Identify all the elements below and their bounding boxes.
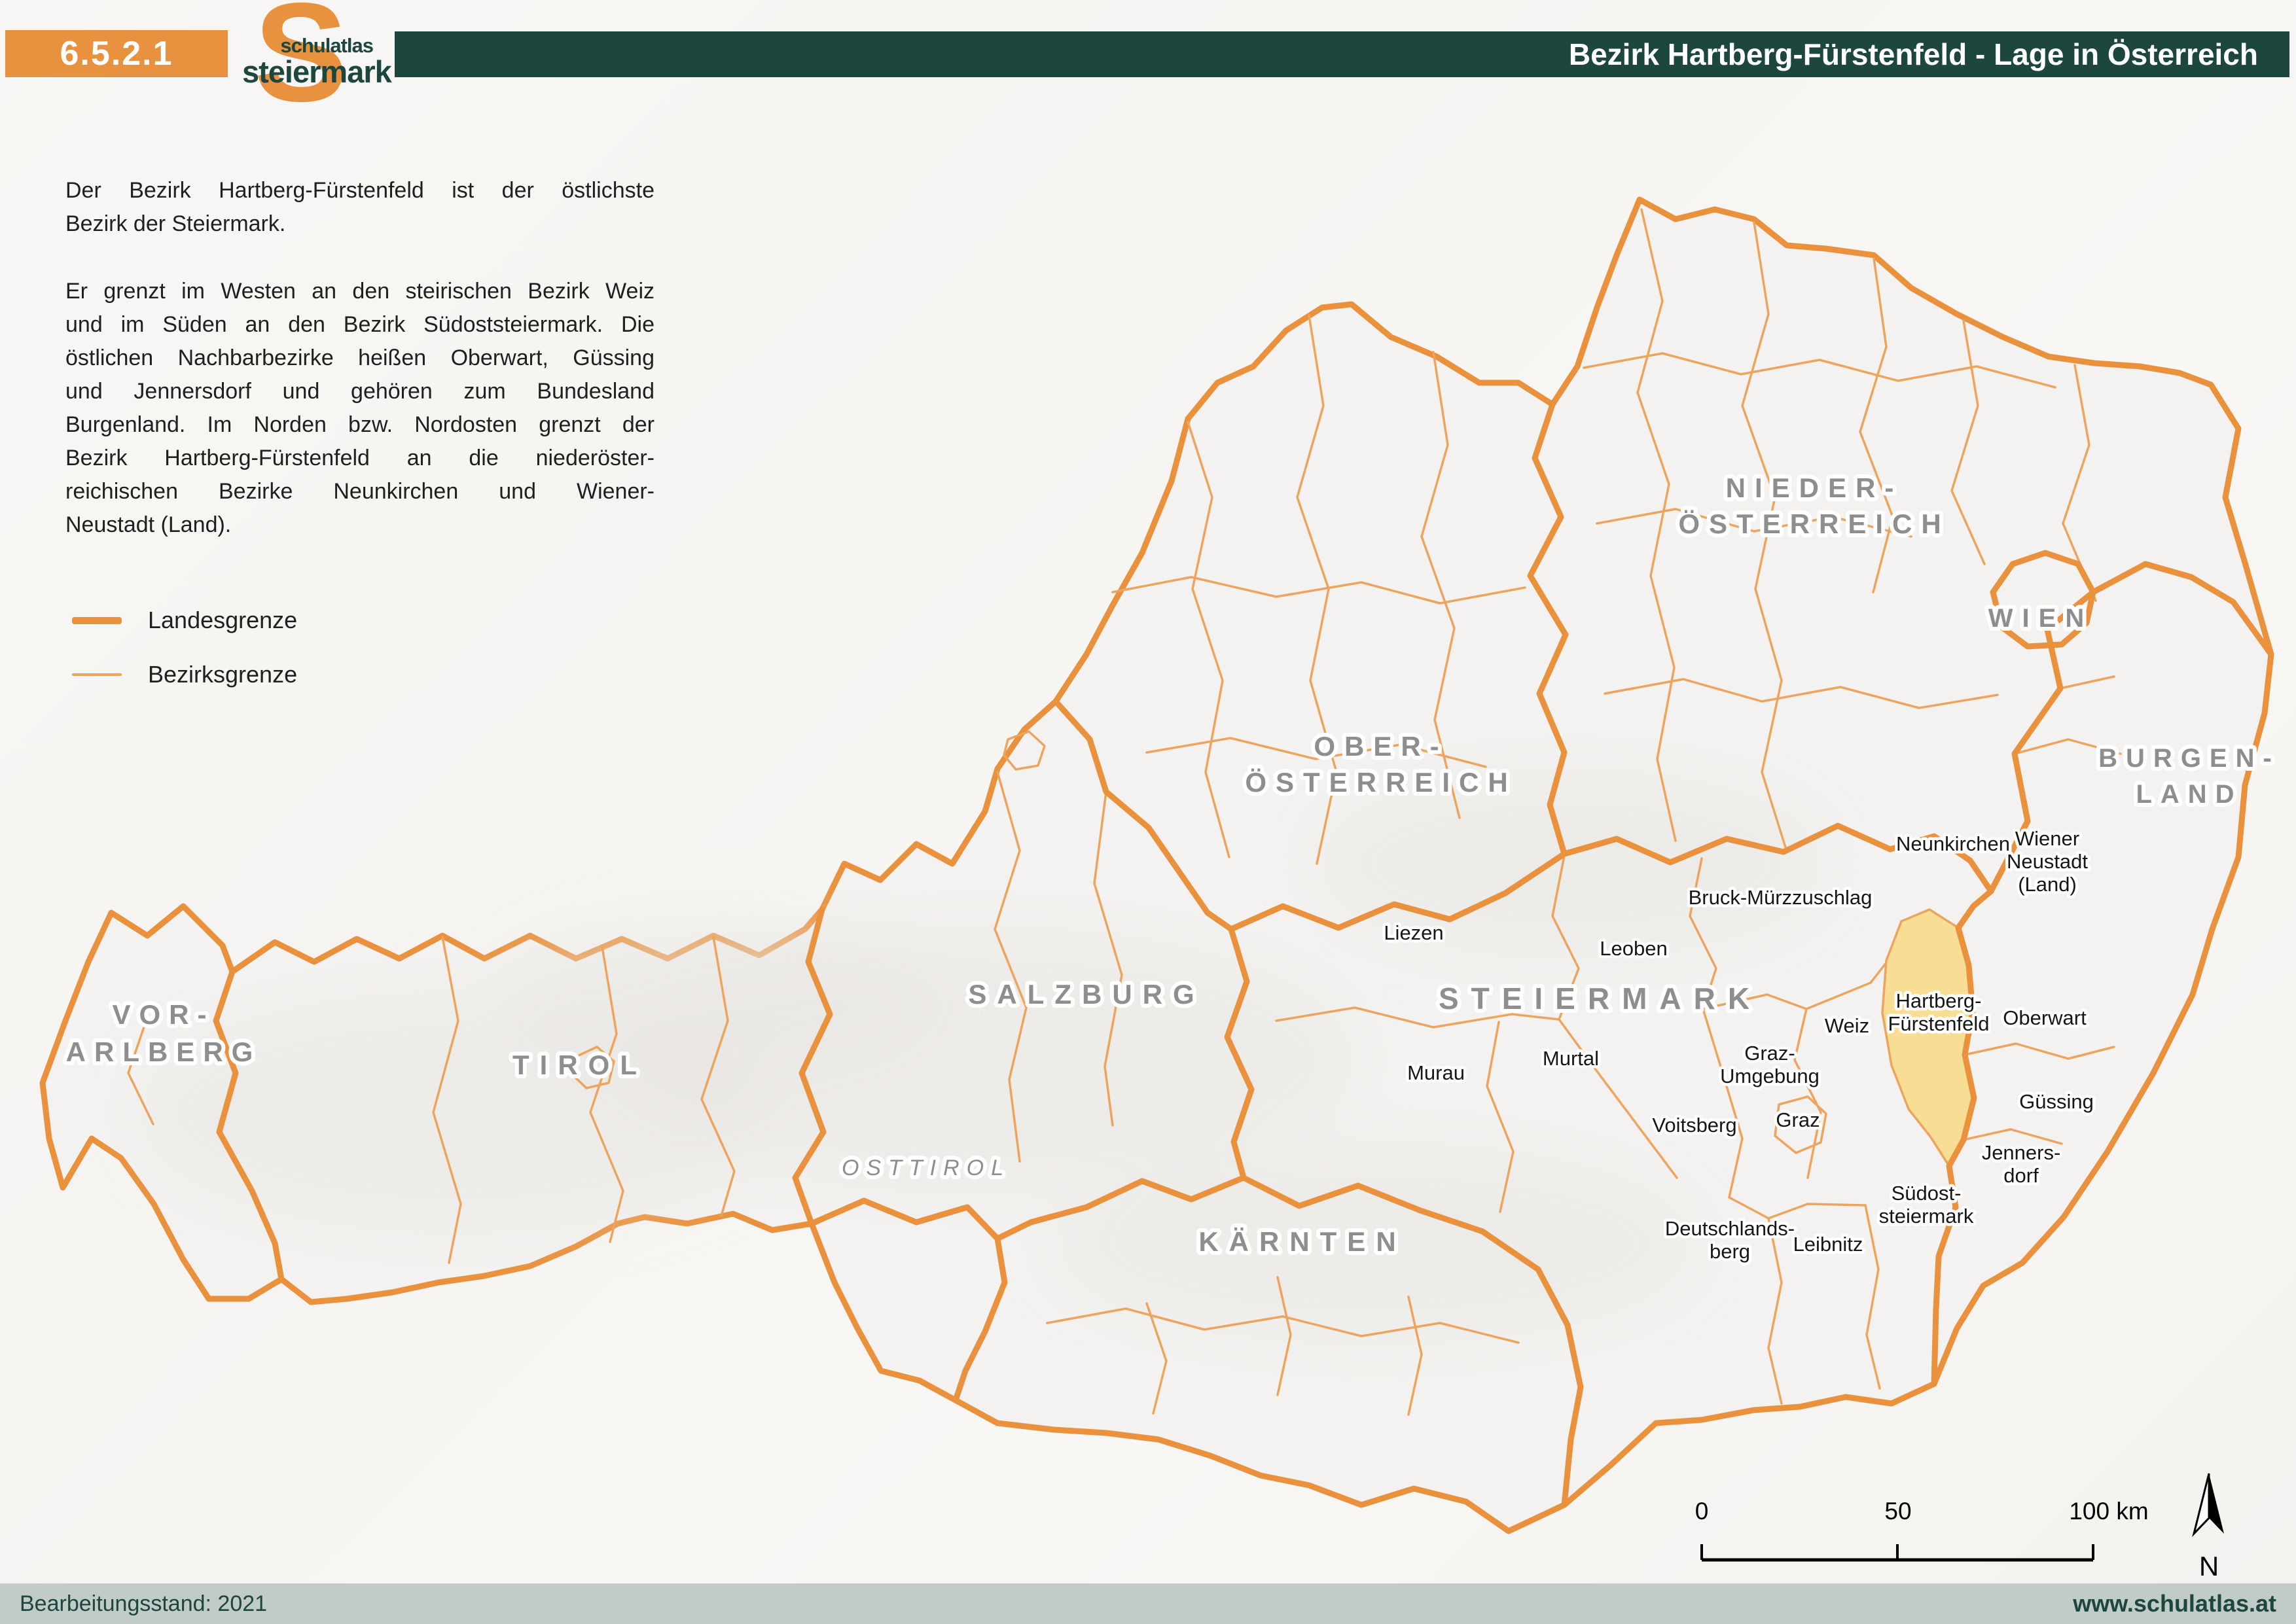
legend-label: Bezirksgrenze (148, 661, 298, 688)
wien-boundary (1990, 550, 2096, 650)
bezirksgrenze-line-swatch (72, 673, 122, 676)
logo-dot: . (275, 34, 281, 57)
state-label-osttirol: OSTTIROL (842, 1156, 1011, 1180)
schulatlas-logo: S .schulatlas steiermark (242, 0, 399, 122)
page-title-bar: Bezirk Hartberg-Fürstenfeld - Lage in Ös… (395, 31, 2289, 77)
logo-s-mark: S (254, 0, 348, 131)
legend-item-bezirksgrenze: Bezirksgrenze (72, 658, 297, 692)
district-label-wiener-neustadt-land: Wiener (2015, 827, 2079, 850)
district-label-leoben: Leoben (1600, 937, 1667, 960)
district-label-graz-umgebung: Graz- (1744, 1042, 1795, 1065)
map-legend: Landesgrenze Bezirksgrenze (72, 603, 297, 712)
state-label-salzburg: SALZBURG (968, 979, 1204, 1010)
north-label: N (2199, 1551, 2219, 1581)
district-label-voitsberg: Voitsberg (1652, 1114, 1736, 1137)
district-label-guessing: Güssing (2019, 1090, 2094, 1113)
state-label-wien: WIEN (1988, 604, 2093, 633)
district-borders (127, 208, 2122, 1416)
scale-100km: 100 km (2069, 1498, 2148, 1525)
district-label-liezen: Liezen (1384, 921, 1443, 944)
state-label-burgenland: LAND (2136, 780, 2242, 809)
state-label-oberoesterreich: OBER- (1314, 731, 1448, 762)
district-label-hartberg-fuerstenfeld: Hartberg- (1896, 989, 1982, 1012)
scale-50: 50 (1884, 1498, 1911, 1525)
state-label-burgenland: BURGEN- (2098, 744, 2280, 773)
state-label-steiermark: STEIERMARK (1439, 981, 1762, 1015)
district-label-murtal: Murtal (1543, 1047, 1599, 1070)
district-label-suedoststeiermark: Südost- (1892, 1182, 1962, 1205)
section-code: 6.5.2.1 (60, 35, 173, 73)
page-title: Bezirk Hartberg-Fürstenfeld - Lage in Ös… (1568, 37, 2258, 71)
scale-bar: 0 50 100 km (1695, 1498, 2149, 1562)
district-label-deutschlandsberg: Deutschlands- (1665, 1217, 1795, 1240)
state-label-vorarlberg: VOR- (113, 999, 215, 1030)
state-label-vorarlberg: ARLBERG (66, 1036, 262, 1067)
legend-label: Landesgrenze (148, 607, 298, 633)
district-label-graz: Graz (1776, 1108, 1820, 1131)
district-label-hartberg-fuerstenfeld: Fürstenfeld (1888, 1012, 1989, 1035)
logo-line-steiermark: steiermark (242, 54, 392, 89)
state-label-oberoesterreich: ÖSTERREICH (1245, 767, 1516, 798)
map-labels: VOR- ARLBERG TIROL OSTTIROL SALZBURG KÄRNTEN O… (62, 468, 2280, 1266)
state-label-tirol: TIROL (512, 1050, 647, 1080)
district-label-weiz: Weiz (1825, 1014, 1869, 1037)
landesgrenze-line-swatch (72, 616, 122, 624)
district-label-wiener-neustadt-land: (Land) (2018, 873, 2077, 896)
district-label-jennersdorf: dorf (2003, 1164, 2039, 1187)
district-label-suedoststeiermark: steiermark (1879, 1205, 1974, 1227)
district-label-neunkirchen: Neunkirchen (1896, 832, 2010, 855)
section-code-badge: 6.5.2.1 (5, 30, 228, 77)
state-label-niederoesterreich: ÖSTERREICH (1678, 508, 1950, 539)
district-label-jennersdorf: Jenners- (1982, 1141, 2061, 1164)
legend-item-landesgrenze: Landesgrenze (72, 603, 297, 637)
district-label-murau: Murau (1407, 1061, 1465, 1084)
revision-status: Bearbeitungsstand: 2021 (20, 1591, 268, 1616)
paragraph: Der Bezirk Hartberg-Fürstenfeld ist der … (65, 178, 655, 236)
paragraph: Er grenzt im Westen an den steirischen B… (65, 279, 655, 537)
district-label-graz-umgebung: Umgebung (1720, 1065, 1820, 1087)
state-borders (213, 401, 2274, 1508)
footer-bar: Bearbeitungsstand: 2021 www.schulatlas.a… (0, 1583, 2296, 1624)
state-label-kaernten: KÄRNTEN (1198, 1226, 1406, 1257)
relief-shading (144, 779, 1820, 1335)
district-label-deutschlandsberg: berg (1710, 1240, 1750, 1263)
state-label-niederoesterreich: NIEDER- (1726, 472, 1903, 503)
district-label-leibnitz: Leibnitz (1793, 1233, 1863, 1256)
scale-0: 0 (1695, 1498, 1709, 1525)
description-text: Der Bezirk Hartberg-Fürstenfeld ist der … (65, 174, 655, 576)
district-label-bruck-muerzzuschlag: Bruck-Mürzzuschlag (1689, 886, 1873, 909)
logo-line-schulatlas: .schulatlas (275, 34, 374, 57)
north-arrow: N (2192, 1473, 2224, 1581)
district-label-oberwart: Oberwart (2003, 1006, 2087, 1029)
district-label-wiener-neustadt-land: Neustadt (2007, 850, 2088, 873)
website-link[interactable]: www.schulatlas.at (2073, 1590, 2276, 1617)
